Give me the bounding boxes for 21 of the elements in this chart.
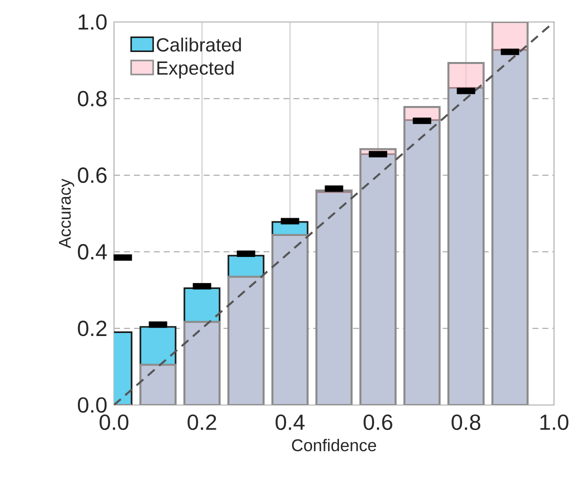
x-tick-label: 1.0 xyxy=(540,414,568,430)
x-tick-label: 0.4 xyxy=(276,414,305,430)
x-axis-title: Confidence xyxy=(292,438,376,452)
x-tick-label: 0.6 xyxy=(364,414,392,430)
bar xyxy=(140,326,176,405)
y-tick-label: 1.0 xyxy=(78,14,107,30)
bar xyxy=(228,276,264,405)
x-tick-label: 0.2 xyxy=(188,414,216,430)
legend-label: Calibrated xyxy=(156,38,241,52)
x-tick-label: 0.0 xyxy=(100,414,128,430)
bar xyxy=(184,322,220,405)
legend-label: Expected xyxy=(157,60,234,78)
y-tick-label: 0.6 xyxy=(78,167,107,183)
y-tick-label: 0.0 xyxy=(78,397,107,413)
y-axis-title: Accuracy xyxy=(58,178,74,248)
y-tick-label: 0.2 xyxy=(78,320,106,336)
y-tick-label: 0.4 xyxy=(78,244,107,260)
y-tick-label: 0.8 xyxy=(78,90,107,106)
bar xyxy=(228,254,264,405)
bar xyxy=(184,287,220,405)
x-tick-label: 0.8 xyxy=(452,414,480,430)
